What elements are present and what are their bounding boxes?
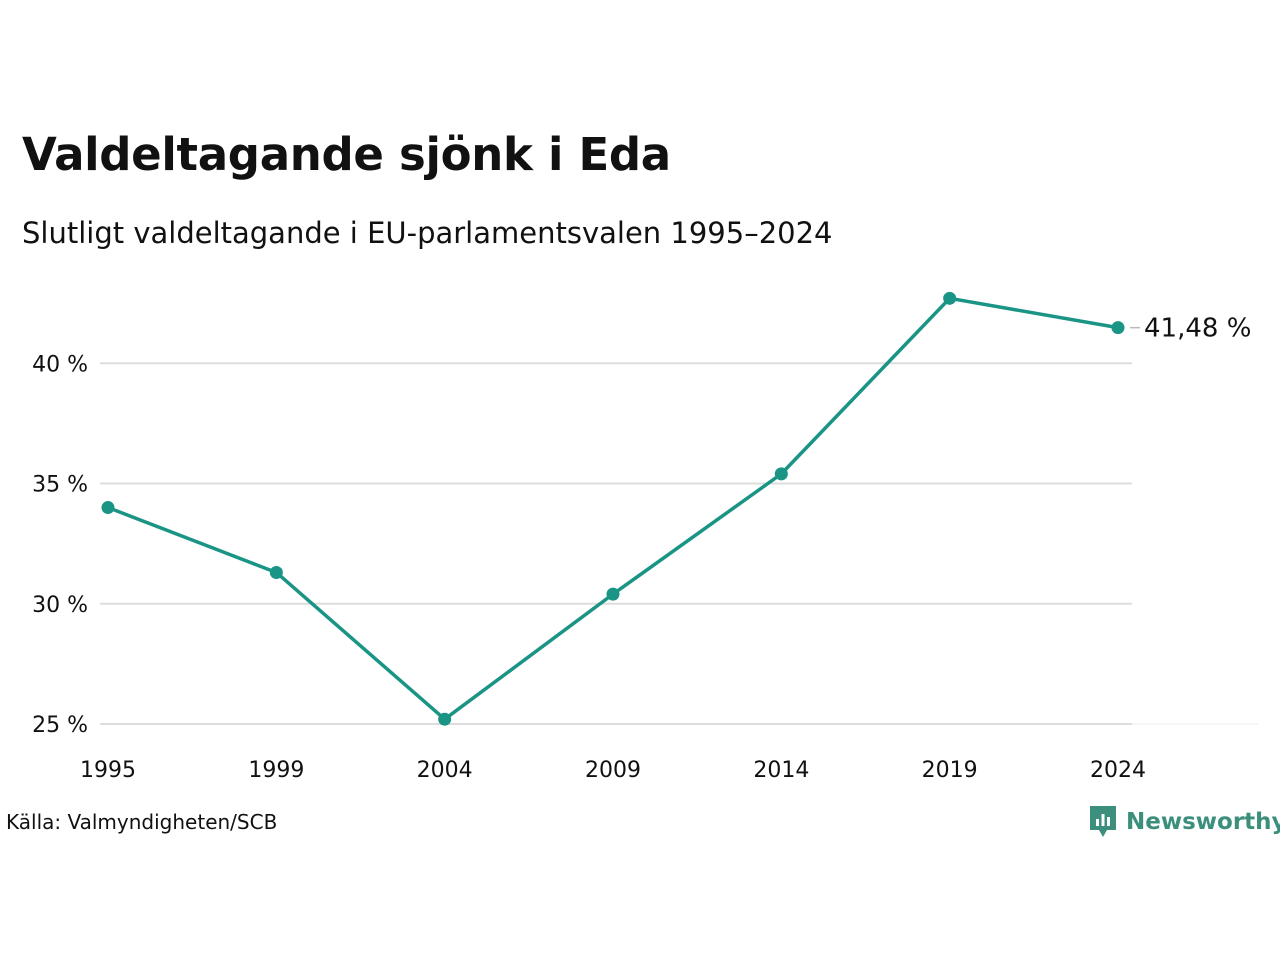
data-point (774, 467, 788, 481)
chart-subtitle: Slutligt valdeltagande i EU-parlamentsva… (22, 216, 833, 250)
y-tick-label: 30 % (32, 593, 88, 618)
x-tick-label: 2004 (417, 758, 473, 783)
brand-name: Newsworthy (1126, 809, 1280, 835)
data-point (438, 712, 452, 726)
data-point (606, 587, 620, 601)
x-tick-label: 1999 (248, 758, 304, 783)
y-tick-label: 40 % (32, 352, 88, 377)
x-tick-label: 2014 (753, 758, 809, 783)
grid-lines (100, 362, 1258, 725)
x-tick-label: 1995 (80, 758, 136, 783)
data-point (943, 291, 957, 305)
brand-logo[interactable]: Newsworthy (1088, 804, 1280, 840)
end-value-label: 41,48 % (1144, 314, 1251, 344)
x-axis-ticks: 1995 1999 2004 2009 2014 2019 2024 (80, 758, 1146, 783)
x-tick-label: 2024 (1090, 758, 1146, 783)
series-line (106, 296, 1120, 721)
data-point (269, 565, 283, 579)
chart-title: Valdeltagande sjönk i Eda (22, 128, 671, 181)
x-tick-label: 2019 (922, 758, 978, 783)
series-group: 41,48 % (101, 291, 1251, 726)
y-tick-label: 25 % (32, 713, 88, 738)
data-point (1111, 321, 1125, 335)
y-tick-label: 35 % (32, 473, 88, 498)
newsworthy-chart-logo-icon (1090, 806, 1116, 837)
y-axis-ticks: 25 % 30 % 35 % 40 % (32, 352, 88, 738)
source-note: Källa: Valmyndigheten/SCB (6, 810, 278, 834)
x-tick-label: 2009 (585, 758, 641, 783)
data-point (101, 501, 115, 515)
